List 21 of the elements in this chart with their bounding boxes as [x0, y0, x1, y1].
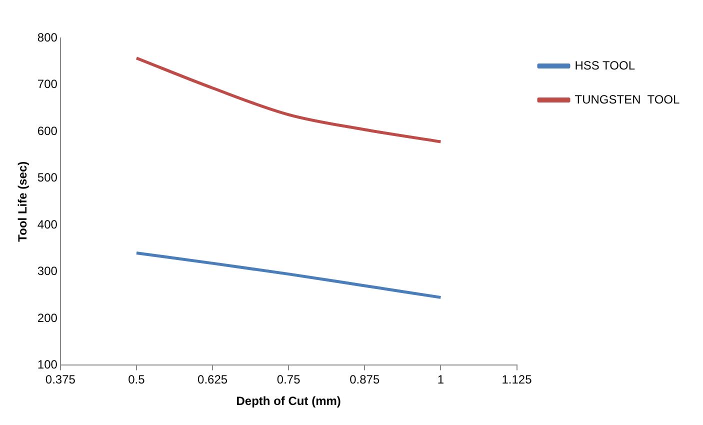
x-tick-label: 0.625	[198, 372, 228, 387]
y-tick-label: 600	[37, 124, 58, 138]
y-tick-label: 800	[37, 30, 58, 44]
x-tick-label: 0.375	[45, 372, 76, 387]
x-tick-label: 1.125	[502, 372, 532, 387]
legend-label: TUNGSTEN TOOL	[574, 92, 680, 106]
y-tick-label: 300	[37, 264, 58, 278]
legend-label: HSS TOOL	[574, 58, 636, 72]
x-tick-label: 1	[437, 372, 444, 387]
x-axis-title: Depth of Cut (mm)	[236, 394, 341, 408]
y-tick-label: 400	[37, 217, 58, 232]
y-tick-label: 200	[37, 310, 58, 325]
line-series	[134, 252, 442, 299]
x-tick-label: 0.75	[276, 372, 301, 387]
line-series	[134, 56, 442, 144]
y-axis-title: Tool Life (sec)	[16, 161, 30, 242]
x-tick-label: 0.5	[128, 372, 146, 387]
y-tick-label: 500	[37, 170, 58, 185]
y-tick-label: 700	[37, 77, 58, 92]
x-tick-label: 0.875	[350, 372, 380, 387]
y-tick-label: 100	[37, 358, 58, 372]
